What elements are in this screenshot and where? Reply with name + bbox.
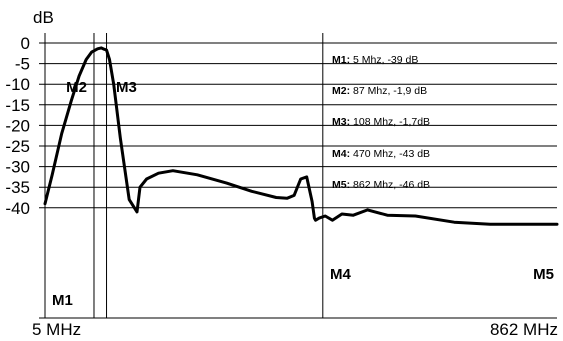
legend-entry-m5: M5: 862 Mhz, -46 dB: [332, 179, 430, 191]
y-tick-label-6: -30: [5, 158, 30, 177]
marker-tag-m2: M2: [66, 79, 87, 96]
y-tick-label-1: -5: [15, 55, 30, 74]
legend-entry-m1: M1: 5 Mhz, -39 dB: [332, 54, 418, 66]
legend-value-m5: 862 Mhz, -46 dB: [350, 179, 430, 191]
legend-value-m2: 87 Mhz, -1,9 dB: [350, 85, 427, 97]
marker-tag-m5: M5: [533, 266, 554, 283]
legend-key-m3: M3:: [332, 116, 350, 128]
marker-readout-legend: M1: 5 Mhz, -39 dB M2: 87 Mhz, -1,9 dB M3: …: [332, 54, 430, 191]
marker-lines: [93, 33, 324, 318]
x-tick-label-start: 5 MHz: [32, 320, 81, 339]
legend-key-m4: M4:: [332, 148, 350, 160]
y-tick-label-2: -10: [5, 75, 30, 94]
response-curve: [43, 46, 559, 226]
y-tick-label-0: 0: [21, 34, 30, 53]
grid: [39, 33, 557, 319]
marker-tag-m4: M4: [330, 266, 351, 283]
legend-key-m5: M5:: [332, 179, 350, 191]
legend-value-m1: 5 Mhz, -39 dB: [350, 54, 418, 66]
y-tick-label-7: -35: [5, 178, 30, 197]
legend-value-m4: 470 Mhz, -43 dB: [350, 148, 430, 160]
legend-value-m3: 108 Mhz, -1,7dB: [350, 116, 430, 128]
legend-key-m2: M2:: [332, 85, 350, 97]
y-tick-label-8: -40: [5, 199, 30, 218]
legend-entry-m3: M3: 108 Mhz, -1,7dB: [332, 116, 430, 128]
marker-tag-m1: M1: [52, 292, 73, 309]
y-tick-label-5: -25: [5, 137, 30, 156]
y-tick-label-3: -15: [5, 96, 30, 115]
legend-entry-m4: M4: 470 Mhz, -43 dB: [332, 148, 430, 160]
y-tick-label-4: -20: [5, 116, 30, 135]
marker-tags: M1 M2 M3 M4 M5: [52, 79, 554, 309]
legend-entry-m2: M2: 87 Mhz, -1,9 dB: [332, 85, 427, 97]
marker-tag-m3: M3: [116, 79, 137, 96]
x-tick-label-end: 862 MHz: [490, 320, 558, 339]
legend-key-m1: M1:: [332, 54, 350, 66]
y-axis-label: dB: [33, 8, 54, 27]
y-tick-labels: 0 -5-10 -15-20 -25 -30-35 -40: [5, 34, 30, 218]
